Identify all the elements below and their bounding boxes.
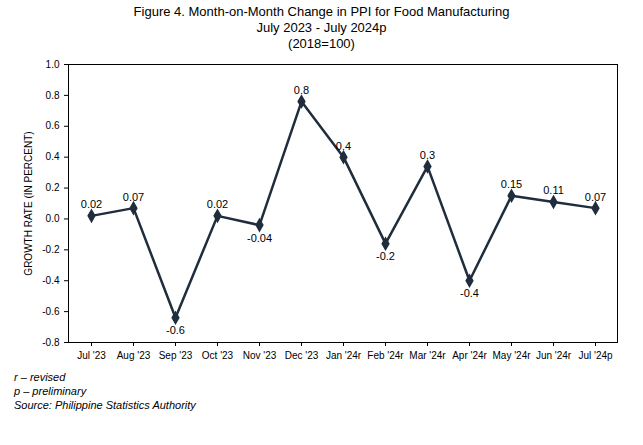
svg-text:0.8: 0.8	[46, 90, 60, 101]
svg-text:Aug '23: Aug '23	[117, 350, 151, 361]
svg-text:1.0: 1.0	[46, 59, 60, 70]
svg-text:Jun '24r: Jun '24r	[536, 350, 572, 361]
svg-text:GROWTH RATE (IN PERCENT): GROWTH RATE (IN PERCENT)	[23, 131, 34, 275]
svg-text:May '24r: May '24r	[492, 350, 531, 361]
svg-text:0.0: 0.0	[46, 213, 60, 224]
svg-text:0.4: 0.4	[46, 151, 60, 162]
svg-text:0.3: 0.3	[420, 149, 435, 161]
svg-text:Oct '23: Oct '23	[202, 350, 234, 361]
svg-text:-0.8: -0.8	[42, 337, 60, 348]
svg-text:0.07: 0.07	[123, 191, 144, 203]
html-text:r – revised: r – revised	[14, 371, 66, 383]
svg-text:-0.04: -0.04	[247, 232, 272, 244]
svg-text:-0.2: -0.2	[42, 244, 60, 255]
svg-text:-0.2: -0.2	[376, 250, 395, 262]
svg-text:0.4: 0.4	[336, 140, 351, 152]
svg-text:0.02: 0.02	[207, 198, 228, 210]
svg-text:Feb '24r: Feb '24r	[367, 350, 404, 361]
svg-text:Mar '24r: Mar '24r	[409, 350, 446, 361]
svg-text:-0.6: -0.6	[166, 324, 185, 336]
svg-text:0.07: 0.07	[585, 191, 606, 203]
svg-text:0.8: 0.8	[294, 84, 309, 96]
html-text:July 2023 - July 2024p: July 2023 - July 2024p	[256, 20, 387, 35]
svg-text:Jan '24r: Jan '24r	[326, 350, 362, 361]
html-text:p – preliminary: p – preliminary	[14, 385, 87, 397]
svg-text:0.6: 0.6	[46, 120, 60, 131]
svg-text:Apr '24r: Apr '24r	[452, 350, 487, 361]
svg-text:Sep '23: Sep '23	[159, 350, 193, 361]
svg-text:0.15: 0.15	[501, 178, 522, 190]
svg-text:0.02: 0.02	[81, 198, 102, 210]
svg-text:-0.6: -0.6	[42, 306, 60, 317]
svg-text:Jul '24p: Jul '24p	[578, 350, 613, 361]
svg-text:0.11: 0.11	[543, 184, 564, 196]
svg-text:Jul '23: Jul '23	[77, 350, 106, 361]
html-text:Source: Philippine Statistics: Source: Philippine Statistics Authority	[14, 399, 196, 411]
svg-text:Dec '23: Dec '23	[285, 350, 319, 361]
svg-text:Nov '23: Nov '23	[243, 350, 277, 361]
svg-text:0.2: 0.2	[46, 182, 60, 193]
html-text:Figure 4. Month-on-Month Chang: Figure 4. Month-on-Month Change in PPI f…	[133, 4, 510, 19]
svg-text:-0.4: -0.4	[460, 287, 479, 299]
svg-text:-0.4: -0.4	[42, 275, 60, 286]
html-text:(2018=100): (2018=100)	[288, 36, 355, 51]
